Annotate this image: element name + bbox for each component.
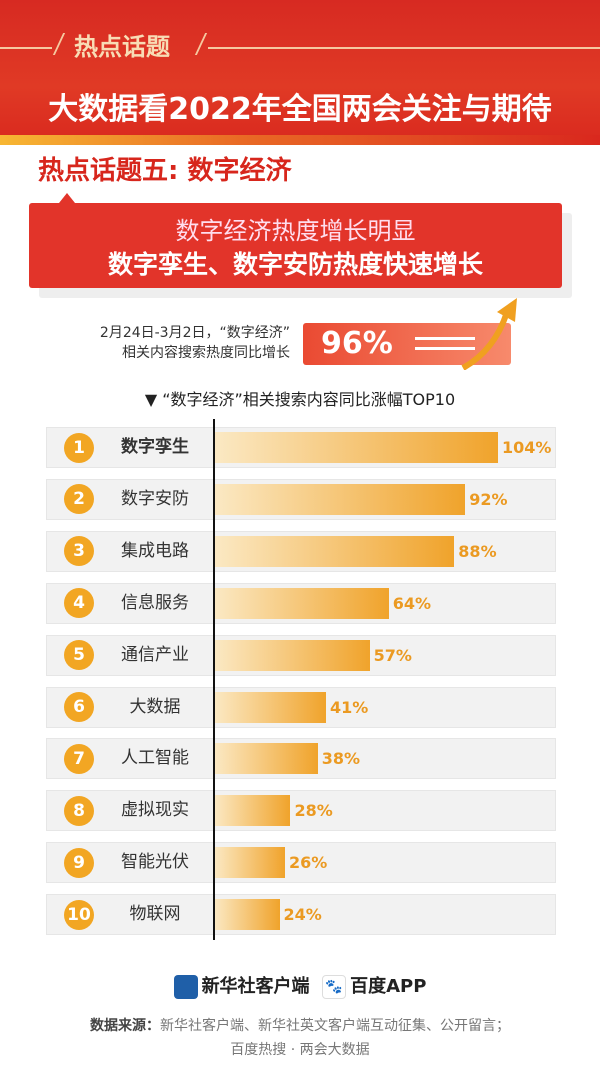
value-label: 57% (373, 645, 412, 665)
table-row (46, 790, 556, 832)
decor-line (415, 337, 475, 340)
category-label: 虚拟现实 (121, 800, 189, 821)
value-label: 26% (289, 853, 328, 873)
banner-line2: 数字孪生、数字安防热度快速增长 (107, 250, 483, 279)
highlight-note: 2月24日-3月2日，“数字经济” 相关内容搜索热度同比增长 (100, 323, 290, 363)
bar (214, 899, 280, 931)
value-label: 64% (392, 593, 432, 613)
rank-badge: 2 (64, 484, 94, 515)
value-label: 28% (294, 801, 333, 821)
baidu-paw-icon: 🐾 (322, 975, 347, 999)
bar (214, 432, 498, 463)
rank-badge: 8 (64, 795, 94, 826)
category-label: 人工智能 (121, 748, 189, 769)
table-row (46, 894, 556, 936)
rank-badge: 5 (64, 640, 94, 671)
source-line2: 百度热搜 · 两会大数据 (230, 1042, 370, 1058)
bar (214, 847, 285, 879)
chart-title: ▼ “数字经济”相关搜索内容同比涨幅TOP10 (144, 390, 456, 409)
summary-banner: 数字经济热度增长明显 数字孪生、数字安防热度快速增长 (29, 193, 562, 288)
value-label: 104% (502, 438, 552, 457)
header-banner: 热点话题 大数据看2022年全国两会关注与期待 (0, 0, 600, 145)
value-label: 88% (458, 541, 497, 561)
note-line1: 2月24日-3月2日，“数字经济” (99, 325, 290, 341)
value-label: 92% (469, 489, 508, 509)
up-arrow-icon (461, 298, 517, 370)
decor-line (415, 347, 475, 350)
divider (208, 47, 600, 49)
source-label: 数据来源： (90, 1018, 160, 1034)
section-subtitle: 热点话题五: 数字经济 (38, 156, 292, 186)
page-title: 大数据看2022年全国两会关注与期待 (48, 92, 552, 127)
category-label: 物联网 (129, 904, 181, 925)
chart-axis (213, 419, 215, 940)
bar (214, 743, 318, 775)
rank-badge: 9 (64, 847, 94, 878)
bar (214, 691, 326, 723)
source-line1: 新华社客户端、新华社英文客户端互动征集、公开留言； (160, 1018, 510, 1034)
category-label: 智能光伏 (121, 852, 189, 873)
rank-badge: 4 (64, 588, 94, 619)
category-label: 信息服务 (121, 592, 189, 613)
logos: 新华社客户端 🐾 百度APP (0, 972, 600, 999)
highlight-value-box: 96% (303, 323, 511, 365)
value-label: 24% (283, 905, 322, 925)
xinhua-logo-icon (173, 975, 198, 999)
rank-badge: 6 (64, 692, 94, 722)
rank-badge: 3 (64, 536, 94, 567)
category-label: 数字安防 (121, 488, 189, 509)
note-line2: 相关内容搜索热度同比增长 (122, 345, 290, 361)
bar (214, 483, 466, 515)
category-label: 数字孪生 (121, 437, 189, 457)
highlight-value: 96% (321, 326, 393, 361)
header-tag: 热点话题 (74, 33, 170, 61)
rank-badge: 1 (64, 432, 94, 463)
data-source: 数据来源：新华社客户端、新华社英文客户端互动征集、公开留言； 百度热搜 · 两会… (0, 1014, 600, 1062)
table-row (46, 842, 556, 884)
bar (214, 639, 370, 671)
divider (0, 47, 52, 49)
bar (214, 587, 389, 619)
category-label: 集成电路 (121, 540, 189, 561)
rank-badge: 7 (64, 743, 94, 774)
divider (52, 33, 66, 55)
rank-badge: 10 (64, 899, 94, 930)
header-stripe (0, 135, 600, 145)
bar (214, 535, 455, 567)
value-label: 41% (329, 697, 369, 717)
divider (194, 33, 208, 55)
banner-line1: 数字经济热度增长明显 (175, 217, 416, 245)
logo1-text: 新华社客户端 (201, 976, 310, 997)
category-label: 通信产业 (121, 644, 189, 665)
bar (214, 795, 291, 827)
value-label: 38% (321, 749, 361, 769)
logo2-text: 百度APP (350, 976, 427, 997)
category-label: 大数据 (129, 696, 181, 717)
